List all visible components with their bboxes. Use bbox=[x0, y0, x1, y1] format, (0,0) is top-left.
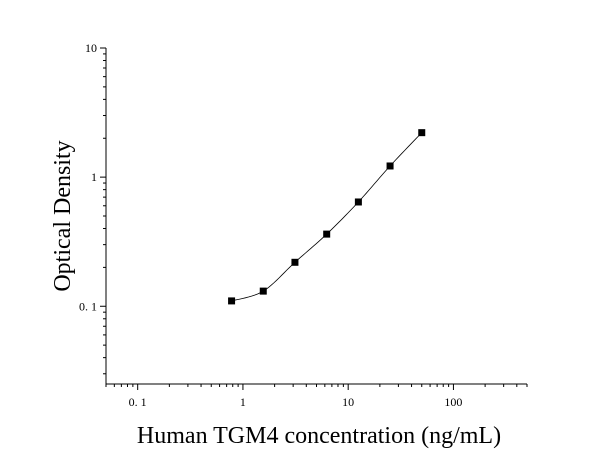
x-tick-label: 100 bbox=[444, 395, 462, 409]
y-axis-title: Optical Density bbox=[50, 140, 76, 291]
data-point-marker bbox=[259, 287, 267, 295]
fit-curve-line bbox=[231, 132, 423, 302]
x-axis-title: Human TGM4 concentration (ng/mL) bbox=[137, 423, 501, 449]
fit-curve-layer bbox=[231, 132, 423, 302]
data-point-marker bbox=[228, 297, 236, 305]
data-point-marker bbox=[323, 230, 331, 238]
y-tick-label: 10 bbox=[85, 41, 97, 55]
x-tick-label: 0. 1 bbox=[129, 395, 147, 409]
data-point-marker bbox=[418, 129, 426, 137]
y-tick-label: 1 bbox=[91, 170, 97, 184]
data-point-marker bbox=[386, 162, 394, 170]
data-point-marker bbox=[291, 258, 299, 266]
axes-layer: 0. 1 1 10 100 0. 1 1 10 bbox=[79, 41, 528, 409]
y-tick-label: 0. 1 bbox=[79, 299, 97, 313]
x-tick-label: 1 bbox=[240, 395, 246, 409]
x-tick-label: 10 bbox=[342, 395, 354, 409]
data-point-marker bbox=[354, 198, 362, 206]
data-points-layer bbox=[228, 129, 426, 305]
